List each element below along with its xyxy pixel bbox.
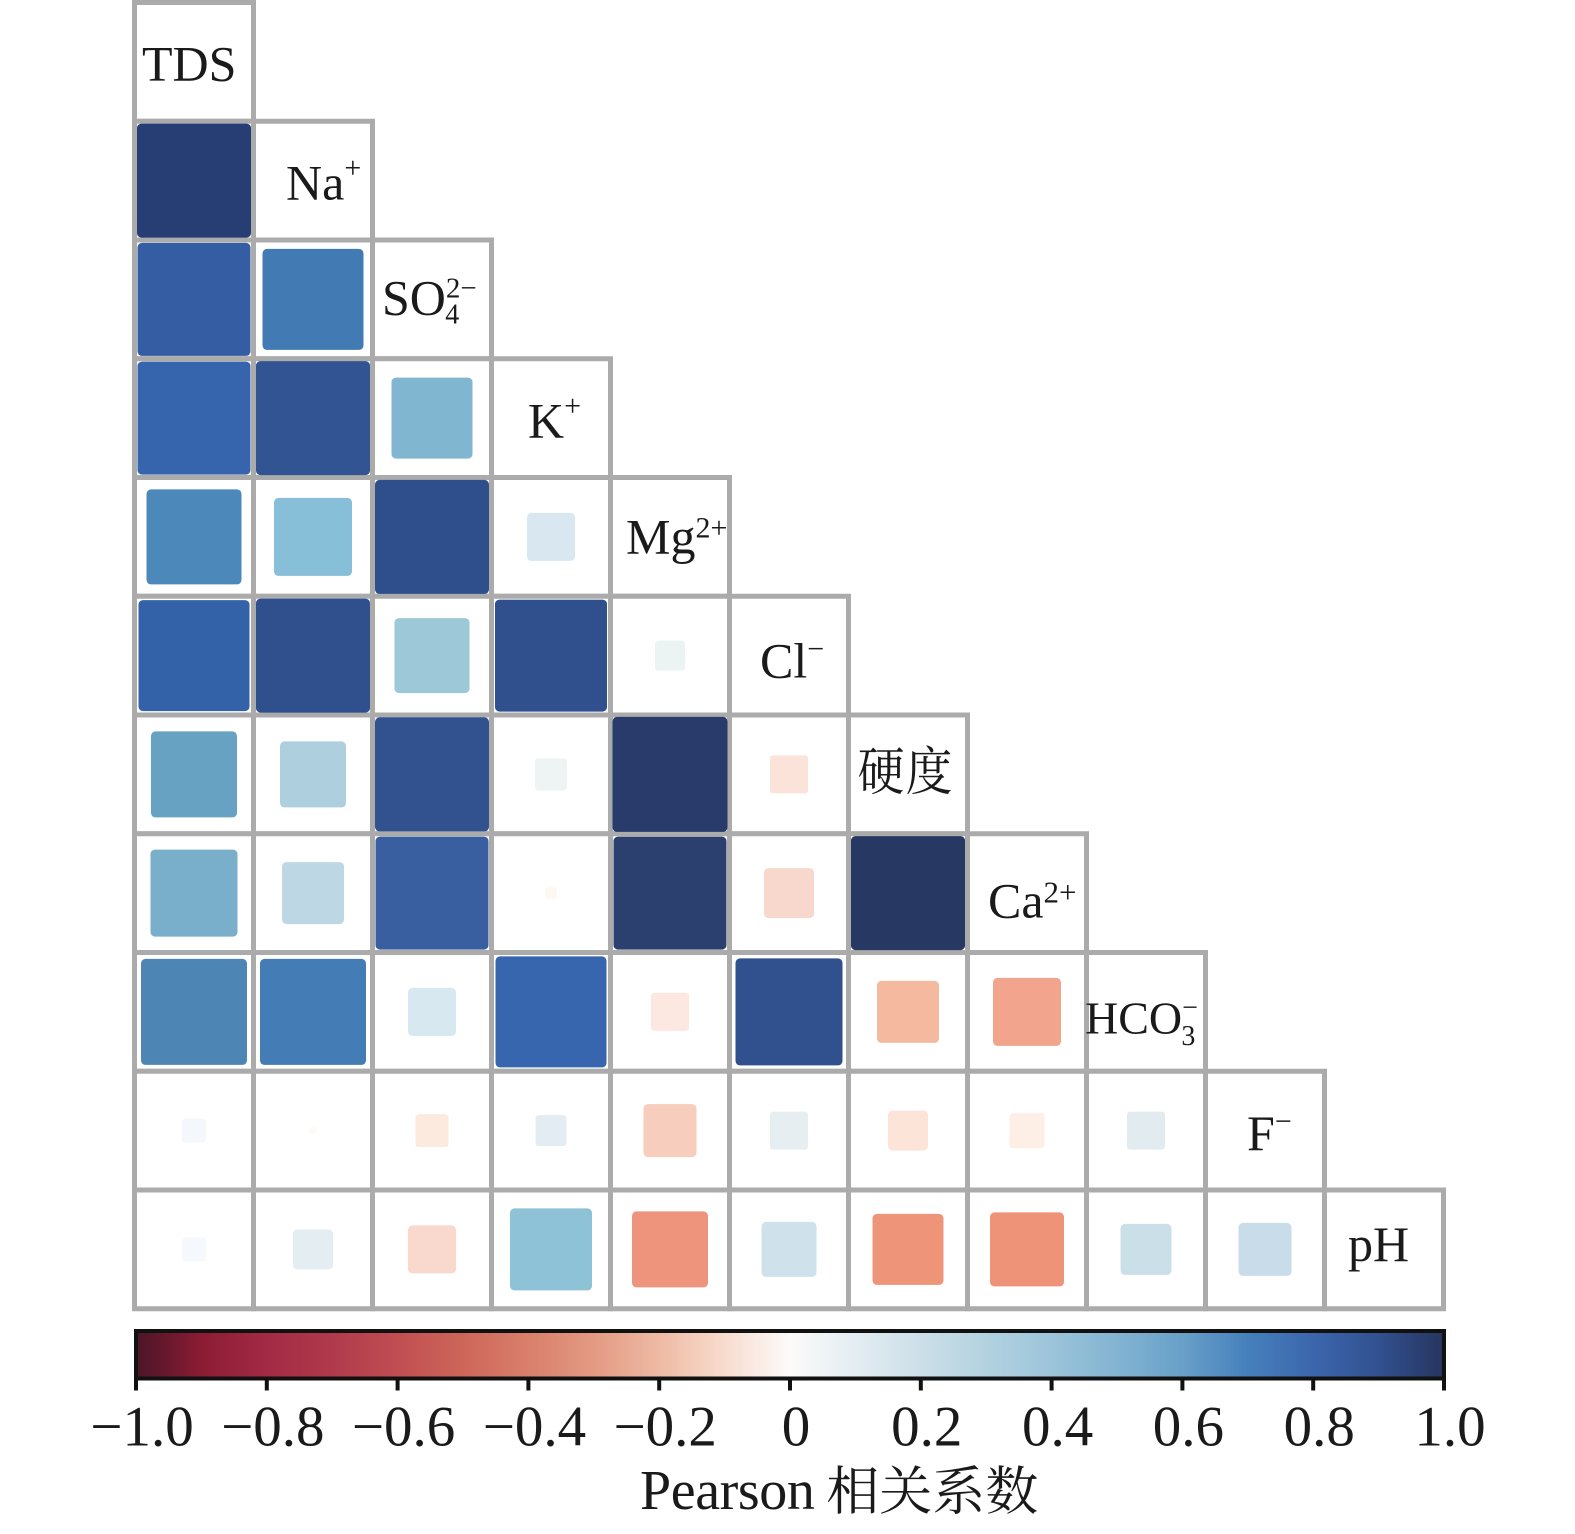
svg-text:0.8: 0.8 <box>1284 1396 1355 1459</box>
svg-text:1.0: 1.0 <box>1414 1396 1485 1459</box>
svg-text:−1.0: −1.0 <box>90 1396 193 1459</box>
svg-text:0.2: 0.2 <box>891 1396 962 1459</box>
svg-text:pH: pH <box>1348 1216 1409 1272</box>
svg-text:0: 0 <box>782 1396 811 1459</box>
svg-text:−0.6: −0.6 <box>352 1396 455 1459</box>
svg-text:0.4: 0.4 <box>1022 1396 1093 1459</box>
svg-text:HCO−3: HCO− 3 <box>1085 993 1198 1053</box>
svg-text:−0.8: −0.8 <box>221 1396 324 1459</box>
svg-text:TDS: TDS <box>142 36 236 92</box>
svg-text:−0.2: −0.2 <box>613 1396 716 1459</box>
svg-text:Pearson: Pearson <box>640 1460 815 1522</box>
svg-text:F−: F− <box>1247 1105 1292 1161</box>
svg-text:0.6: 0.6 <box>1153 1396 1224 1459</box>
svg-text:−0.4: −0.4 <box>483 1396 586 1459</box>
